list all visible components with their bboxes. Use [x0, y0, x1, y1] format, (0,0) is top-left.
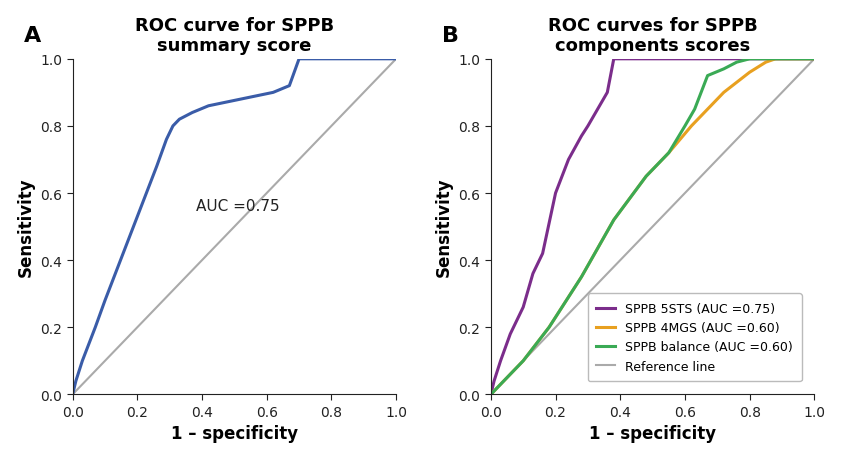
Y-axis label: Sensitivity: Sensitivity — [434, 177, 453, 277]
Legend: SPPB 5STS (AUC =0.75), SPPB 4MGS (AUC =0.60), SPPB balance (AUC =0.60), Referenc: SPPB 5STS (AUC =0.75), SPPB 4MGS (AUC =0… — [588, 293, 802, 381]
X-axis label: 1 – specificity: 1 – specificity — [589, 425, 717, 442]
Text: B: B — [442, 26, 460, 46]
Y-axis label: Sensitivity: Sensitivity — [17, 177, 35, 277]
X-axis label: 1 – specificity: 1 – specificity — [171, 425, 298, 442]
Title: ROC curve for SPPB
summary score: ROC curve for SPPB summary score — [135, 17, 334, 56]
Title: ROC curves for SPPB
components scores: ROC curves for SPPB components scores — [548, 17, 758, 56]
Text: A: A — [24, 26, 41, 46]
Text: AUC =0.75: AUC =0.75 — [195, 198, 280, 213]
